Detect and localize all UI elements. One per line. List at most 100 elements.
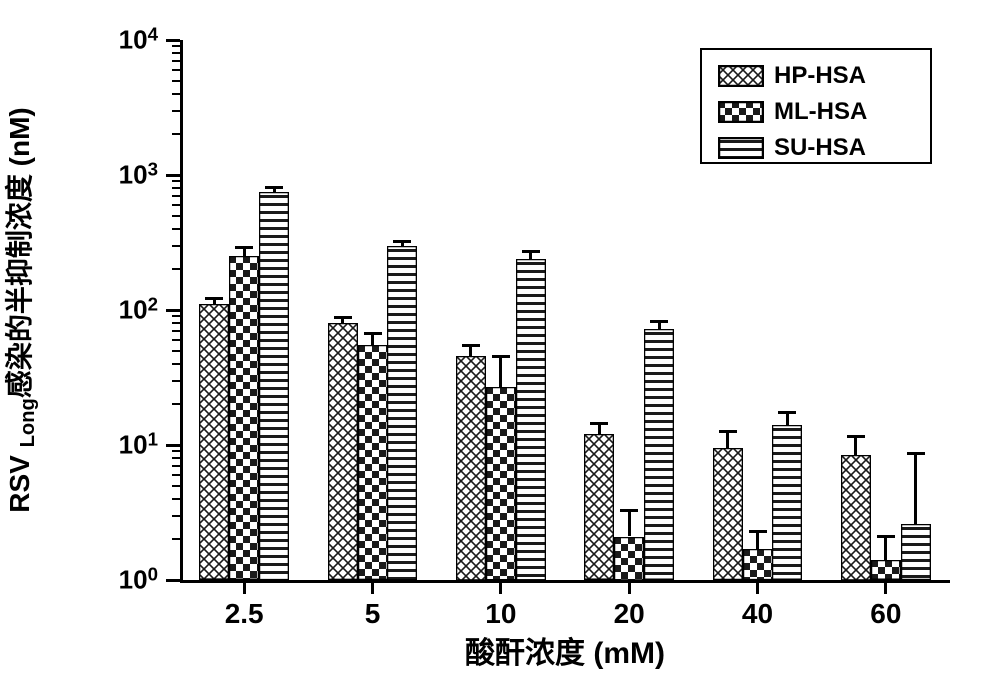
y-tick-minor [172, 80, 180, 82]
legend-item-su: SU-HSA [718, 134, 866, 162]
bar-ml [614, 537, 644, 580]
x-tick-major [884, 580, 887, 594]
error-cap [492, 355, 510, 358]
y-tick-minor [172, 110, 180, 112]
ic50-bar-chart: RSV Long感染的半抑制浓度 (nM) 酸酐浓度 (mM) HP-HSAML… [0, 0, 1000, 693]
y-tick-minor [172, 474, 180, 476]
y-tick-minor [172, 133, 180, 135]
y-tick-minor [172, 180, 180, 182]
legend-swatch [718, 101, 764, 123]
error-bar [884, 537, 887, 561]
bar-su [387, 246, 417, 580]
error-cap [719, 430, 737, 433]
bar-su [772, 425, 802, 580]
y-tick-label: 102 [0, 295, 158, 326]
error-cap [205, 297, 223, 300]
x-tick-label: 60 [870, 598, 901, 630]
y-tick-minor [172, 268, 180, 270]
bar-ml [743, 549, 773, 580]
y-tick-minor [172, 380, 180, 382]
y-tick-minor [172, 204, 180, 206]
error-cap [778, 411, 796, 414]
legend-item-ml: ML-HSA [718, 98, 867, 126]
error-cap [393, 240, 411, 243]
y-tick-minor [172, 350, 180, 352]
y-tick-major [166, 444, 180, 447]
y-tick-label: 101 [0, 430, 158, 461]
y-tick-minor [172, 485, 180, 487]
error-cap [877, 535, 895, 538]
error-bar [371, 333, 374, 345]
y-tick-major [166, 579, 180, 582]
x-tick-label: 20 [614, 598, 645, 630]
y-tick-minor [172, 93, 180, 95]
x-tick-major [243, 580, 246, 594]
y-tick-minor [172, 228, 180, 230]
legend: HP-HSA ML-HSA SU-HSA [700, 48, 932, 164]
y-tick-minor [172, 195, 180, 197]
error-bar [628, 510, 631, 536]
y-tick-minor [172, 465, 180, 467]
y-tick-major [166, 39, 180, 42]
error-cap [334, 316, 352, 319]
x-tick-major [499, 580, 502, 594]
bar-ml [486, 387, 516, 580]
x-tick-label: 2.5 [225, 598, 264, 630]
bar-su [259, 192, 289, 580]
y-tick-major [166, 309, 180, 312]
bar-ml [229, 256, 259, 580]
bar-hp [841, 455, 871, 580]
error-cap [265, 186, 283, 189]
bar-su [644, 329, 674, 580]
y-tick-minor [172, 363, 180, 365]
y-tick-minor [172, 215, 180, 217]
y-tick-minor [172, 515, 180, 517]
error-cap [364, 332, 382, 335]
y-title-main: RSV [4, 455, 35, 513]
x-title-text: 酸酐浓度 (mM) [465, 637, 665, 670]
y-tick-minor [172, 187, 180, 189]
y-tick-label: 103 [0, 160, 158, 191]
bar-ml [358, 345, 388, 580]
y-tick-minor [172, 498, 180, 500]
bar-ml [871, 560, 901, 580]
bar-su [516, 259, 546, 580]
legend-item-hp: HP-HSA [718, 62, 866, 90]
x-axis-title: 酸酐浓度 (mM) [465, 628, 665, 672]
x-tick-label: 10 [485, 598, 516, 630]
bar-hp [584, 434, 614, 580]
legend-swatch [718, 65, 764, 87]
y-tick-label: 104 [0, 25, 158, 56]
y-tick-minor [172, 339, 180, 341]
x-tick-major [371, 580, 374, 594]
bar-hp [328, 323, 358, 580]
x-tick-major [756, 580, 759, 594]
x-tick-label: 40 [742, 598, 773, 630]
y-tick-minor [172, 315, 180, 317]
y-tick-major [166, 174, 180, 177]
error-cap [590, 422, 608, 425]
error-cap [522, 250, 540, 253]
error-bar [854, 437, 857, 455]
x-tick-major [628, 580, 631, 594]
error-bar [914, 454, 917, 524]
y-tick-minor [172, 330, 180, 332]
y-tick-minor [172, 45, 180, 47]
y-title-tail: 感染的半抑制浓度 (nM) [4, 107, 35, 398]
y-axis-line [180, 40, 183, 580]
error-cap [907, 452, 925, 455]
y-tick-minor [172, 322, 180, 324]
x-tick-label: 5 [365, 598, 381, 630]
bar-hp [713, 448, 743, 580]
error-cap [620, 509, 638, 512]
error-bar [786, 412, 789, 425]
error-cap [650, 320, 668, 323]
bar-hp [199, 304, 229, 580]
y-tick-minor [172, 245, 180, 247]
y-tick-minor [172, 52, 180, 54]
error-bar [756, 531, 759, 549]
error-cap [462, 344, 480, 347]
error-bar [469, 345, 472, 355]
y-tick-minor [172, 457, 180, 459]
y-tick-minor [172, 403, 180, 405]
